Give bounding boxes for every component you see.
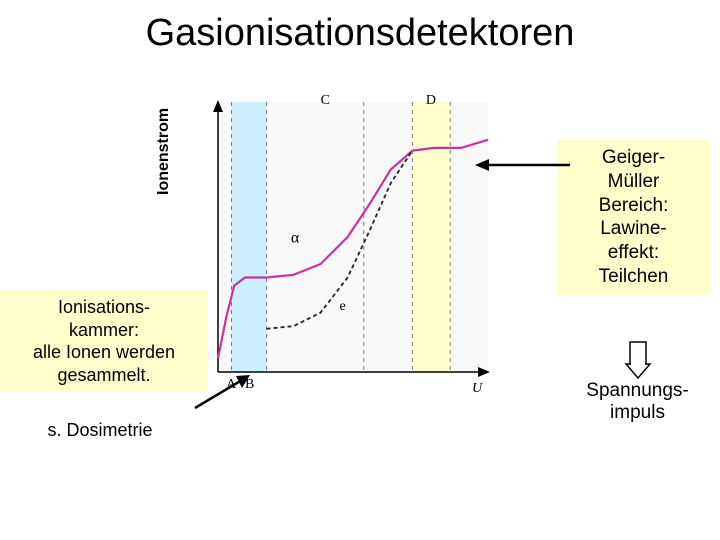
svg-text:D: D	[426, 93, 436, 108]
down-arrow-icon	[618, 340, 658, 380]
svg-text:U: U	[472, 381, 483, 396]
right-line1: Geiger-	[602, 147, 665, 168]
right-line3: Bereich:	[599, 195, 669, 216]
arrow-to-region-d	[475, 150, 575, 180]
right-line4: Lawine-	[600, 218, 667, 239]
svg-text:α: α	[291, 229, 300, 246]
ion-current-chart: ABCDαeU	[190, 90, 500, 400]
svg-text:e: e	[340, 299, 346, 314]
dosimetrie-note: s. Dosimetrie	[0, 420, 200, 441]
right-line5: effekt:	[608, 242, 659, 263]
spannungsimpuls-label: Spannungs- impuls	[565, 380, 710, 424]
right-line2: Müller	[608, 171, 660, 192]
arrow-to-region-b	[190, 370, 260, 420]
y-axis-label: Ionenstrom	[155, 108, 173, 195]
right-line6: Teilchen	[599, 266, 669, 287]
left-line1: Ionisations-	[58, 297, 150, 317]
ionisationskammer-box: Ionisations- kammer: alle Ionen werden g…	[0, 290, 208, 392]
right-sub1: Spannungs-	[586, 380, 688, 401]
right-sub2: impuls	[610, 402, 665, 423]
left-line4: gesammelt.	[57, 365, 150, 385]
left-line2: kammer:	[69, 320, 139, 340]
page-title: Gasionisationsdetektoren	[0, 12, 720, 55]
geiger-mueller-box: Geiger- Müller Bereich: Lawine- effekt: …	[557, 140, 710, 295]
left-line3: alle Ionen werden	[33, 342, 175, 362]
svg-text:C: C	[321, 93, 330, 108]
